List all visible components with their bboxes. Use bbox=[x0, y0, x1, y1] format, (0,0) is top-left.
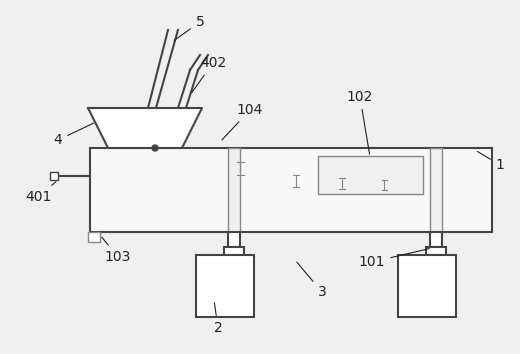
Text: 104: 104 bbox=[222, 103, 263, 140]
Circle shape bbox=[152, 145, 158, 151]
Bar bbox=[88, 232, 100, 242]
Text: 4: 4 bbox=[54, 123, 94, 147]
Bar bbox=[398, 255, 456, 317]
Bar bbox=[430, 232, 442, 247]
Bar bbox=[430, 148, 442, 232]
Bar bbox=[228, 232, 240, 247]
Text: 401: 401 bbox=[25, 182, 56, 204]
Bar bbox=[50, 172, 58, 180]
Polygon shape bbox=[88, 108, 202, 148]
Bar bbox=[90, 148, 492, 232]
Text: 101: 101 bbox=[359, 249, 430, 269]
Text: 103: 103 bbox=[102, 237, 131, 264]
Bar bbox=[228, 148, 240, 232]
Text: 5: 5 bbox=[174, 15, 204, 40]
Bar bbox=[224, 247, 244, 255]
Text: 402: 402 bbox=[192, 56, 226, 93]
Bar bbox=[196, 255, 254, 317]
Text: 102: 102 bbox=[347, 90, 373, 154]
Text: 2: 2 bbox=[214, 303, 223, 335]
Bar bbox=[426, 247, 446, 255]
Text: 3: 3 bbox=[297, 262, 327, 299]
Bar bbox=[318, 156, 423, 194]
Text: 1: 1 bbox=[477, 152, 504, 172]
